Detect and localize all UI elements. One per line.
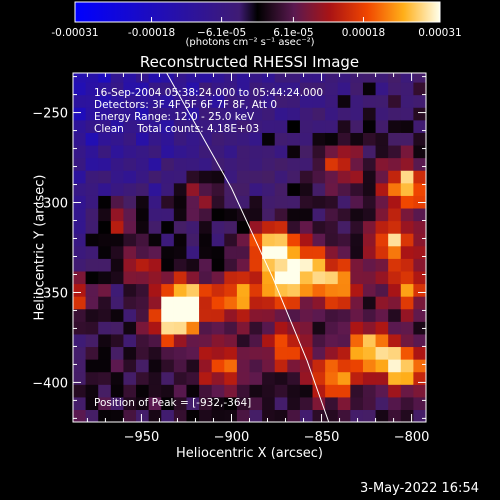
x-tick-label: −950 bbox=[124, 430, 160, 445]
colorbar-gradient bbox=[74, 1, 441, 23]
y-tick-label: −350 bbox=[32, 286, 68, 301]
x-tick-label: −900 bbox=[214, 430, 250, 445]
info-line-4: Clean Total counts: 4.18E+03 bbox=[94, 123, 260, 135]
y-tick-label: −300 bbox=[32, 197, 68, 212]
x-tick-label: −800 bbox=[394, 430, 430, 445]
colorbar-tick-label: 0.00031 bbox=[418, 27, 461, 39]
info-line-3: Energy Range: 12.0 - 25.0 keV bbox=[94, 111, 255, 123]
chart-title: Reconstructed RHESSI Image bbox=[139, 53, 360, 71]
info-line-1: 16-Sep-2004 05:38:24.000 to 05:44:24.000 bbox=[94, 87, 324, 99]
colorbar-tick-label: 6.1e-05 bbox=[273, 27, 313, 39]
solar-limb-line bbox=[166, 72, 330, 423]
y-tick-label: −400 bbox=[32, 376, 68, 391]
colorbar-tick-label: 0.00018 bbox=[342, 27, 385, 39]
x-tick-label: −850 bbox=[304, 430, 340, 445]
timestamp: 3-May-2022 16:54 bbox=[360, 481, 479, 496]
colorbar-tick-label: −6.1e-05 bbox=[197, 27, 246, 39]
y-axis-label: Heliocentric Y (arcsec) bbox=[32, 174, 48, 321]
colorbar-tick-label: -0.00018 bbox=[128, 27, 175, 39]
x-axis-label: Heliocentric X (arcsec) bbox=[176, 446, 323, 461]
peak-position-label: Position of Peak = [-932,-364] bbox=[94, 397, 252, 409]
info-line-2: Detectors: 3F 4F 5F 6F 7F 8F, Att 0 bbox=[94, 99, 278, 111]
colorbar: -0.00031 -0.00018 −6.1e-05 6.1e-05 0.00018 0.… bbox=[51, 1, 462, 39]
plot-area: −950 −900 −850 −800 −250 −300 −350 −400 bbox=[32, 72, 430, 445]
y-tick-label: −250 bbox=[32, 107, 68, 122]
colorbar-tick-label: -0.00031 bbox=[51, 27, 98, 39]
colorbar-unit-label: (photons cm⁻² s⁻¹ asec⁻²) bbox=[185, 37, 315, 48]
heatmap-image bbox=[73, 73, 426, 422]
